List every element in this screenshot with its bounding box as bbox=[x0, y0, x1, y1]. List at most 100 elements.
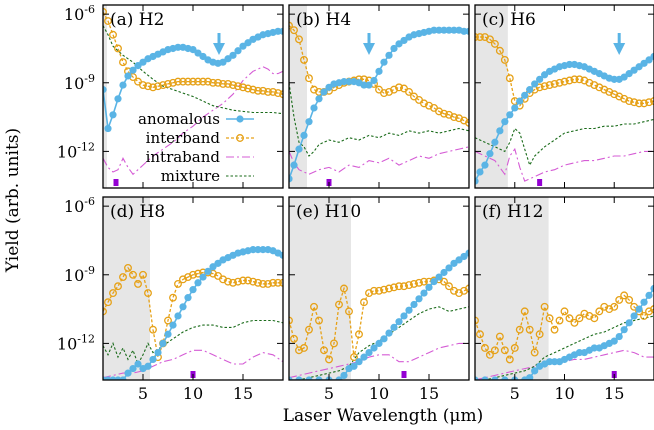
data-point-anomalous bbox=[229, 51, 237, 59]
data-point-interband bbox=[410, 279, 418, 288]
series-line-intraband bbox=[103, 66, 283, 176]
data-point-interband bbox=[625, 97, 634, 106]
data-point-interband bbox=[234, 277, 242, 286]
data-point-interband bbox=[315, 316, 323, 325]
data-point-anomalous bbox=[300, 131, 308, 139]
panel-label: (b) H4 bbox=[296, 10, 351, 30]
data-point-interband bbox=[345, 307, 353, 316]
data-point-interband bbox=[595, 307, 604, 316]
data-point-interband bbox=[114, 44, 122, 53]
series-line-intraband bbox=[289, 146, 469, 175]
data-point-anomalous bbox=[550, 358, 559, 366]
data-point-anomalous bbox=[625, 319, 633, 327]
series-line-interband bbox=[103, 11, 283, 95]
data-point-anomalous bbox=[370, 76, 378, 85]
data-point-anomalous bbox=[450, 26, 458, 34]
data-point-anomalous bbox=[350, 362, 358, 370]
data-point-interband bbox=[159, 81, 167, 90]
data-point-anomalous bbox=[630, 312, 638, 320]
y-axis-title: Yield (arb. units) bbox=[3, 128, 23, 273]
data-point-interband bbox=[259, 279, 267, 288]
data-point-interband bbox=[330, 339, 338, 348]
data-point-interband bbox=[485, 350, 494, 359]
data-point-anomalous bbox=[159, 339, 167, 347]
data-point-anomalous bbox=[295, 145, 303, 153]
data-point-interband bbox=[500, 55, 509, 64]
data-point-interband bbox=[249, 85, 257, 94]
data-point-interband bbox=[620, 291, 629, 300]
data-point-interband bbox=[189, 270, 197, 279]
data-point-interband bbox=[440, 109, 448, 118]
data-point-interband bbox=[535, 83, 544, 92]
data-point-anomalous bbox=[460, 27, 468, 35]
data-point-interband bbox=[495, 46, 504, 55]
data-point-interband bbox=[109, 30, 117, 39]
data-point-anomalous bbox=[440, 26, 448, 34]
data-point-interband bbox=[645, 98, 653, 107]
data-point-interband bbox=[535, 330, 544, 339]
x-tick-label: 15 bbox=[419, 384, 439, 403]
data-point-interband bbox=[355, 330, 363, 339]
data-point-interband bbox=[500, 346, 509, 355]
data-point-interband bbox=[555, 316, 564, 325]
series-line-interband bbox=[289, 25, 469, 124]
data-point-interband bbox=[144, 289, 152, 298]
data-point-interband bbox=[134, 279, 142, 288]
data-point-interband bbox=[104, 298, 112, 307]
data-point-anomalous bbox=[124, 72, 132, 80]
data-point-anomalous bbox=[425, 283, 433, 291]
data-point-anomalous bbox=[465, 249, 469, 257]
panel-6: 5 10 15 (f) H12 bbox=[474, 196, 654, 403]
shaded-region bbox=[475, 5, 508, 188]
legend-label-anomalous: anomalous bbox=[138, 110, 220, 128]
data-point-interband bbox=[520, 307, 529, 316]
data-point-interband bbox=[104, 17, 112, 25]
data-point-anomalous bbox=[315, 376, 323, 380]
data-point-interband bbox=[565, 314, 574, 323]
series-line-anomalous bbox=[289, 29, 469, 180]
data-point-anomalous bbox=[169, 321, 177, 329]
panels-group: 10-6 10-9 10-12 (a) H2 (b) H4 (c) H6 5 10 15 10-6… bbox=[57, 3, 654, 403]
data-point-anomalous bbox=[129, 66, 137, 74]
data-point-anomalous bbox=[289, 175, 293, 183]
data-point-interband bbox=[630, 98, 639, 107]
data-point-interband bbox=[310, 302, 318, 311]
data-point-anomalous bbox=[610, 75, 618, 83]
y-tick-label: 10-12 bbox=[57, 332, 95, 353]
y-tick-label: 10-12 bbox=[57, 140, 95, 161]
panel-5: 5 10 15 (e) H10 bbox=[288, 196, 470, 403]
data-point-anomalous bbox=[475, 376, 479, 380]
data-point-interband bbox=[570, 318, 579, 327]
data-point-interband bbox=[264, 279, 272, 288]
data-point-interband bbox=[244, 84, 252, 93]
legend-label-mixture: mixture bbox=[161, 167, 220, 185]
data-point-interband bbox=[385, 284, 393, 293]
data-point-anomalous bbox=[405, 306, 413, 314]
data-point-interband bbox=[490, 39, 499, 48]
data-point-interband bbox=[119, 273, 127, 282]
data-point-anomalous bbox=[234, 47, 242, 55]
data-point-anomalous bbox=[305, 376, 313, 380]
data-point-anomalous bbox=[501, 376, 509, 380]
wavelength-marker bbox=[401, 371, 407, 378]
data-point-anomalous bbox=[536, 75, 544, 83]
data-point-interband bbox=[650, 305, 654, 314]
data-point-interband bbox=[440, 277, 448, 286]
y-tick-label: 10-6 bbox=[64, 195, 95, 216]
data-point-interband bbox=[103, 307, 107, 316]
data-point-anomalous bbox=[345, 78, 353, 86]
data-point-interband bbox=[254, 278, 262, 287]
data-point-interband bbox=[119, 58, 127, 67]
data-point-interband bbox=[300, 344, 308, 352]
data-point-interband bbox=[290, 26, 298, 35]
panel-label: (a) H2 bbox=[110, 10, 164, 30]
data-point-interband bbox=[545, 314, 554, 323]
data-point-anomalous bbox=[194, 279, 202, 287]
data-point-anomalous bbox=[134, 360, 142, 368]
series-line-intraband bbox=[475, 147, 654, 182]
data-point-interband bbox=[505, 74, 514, 83]
data-point-interband bbox=[480, 344, 489, 352]
data-point-interband bbox=[320, 346, 328, 355]
data-point-anomalous bbox=[410, 300, 418, 309]
series-line-interband bbox=[475, 36, 654, 107]
